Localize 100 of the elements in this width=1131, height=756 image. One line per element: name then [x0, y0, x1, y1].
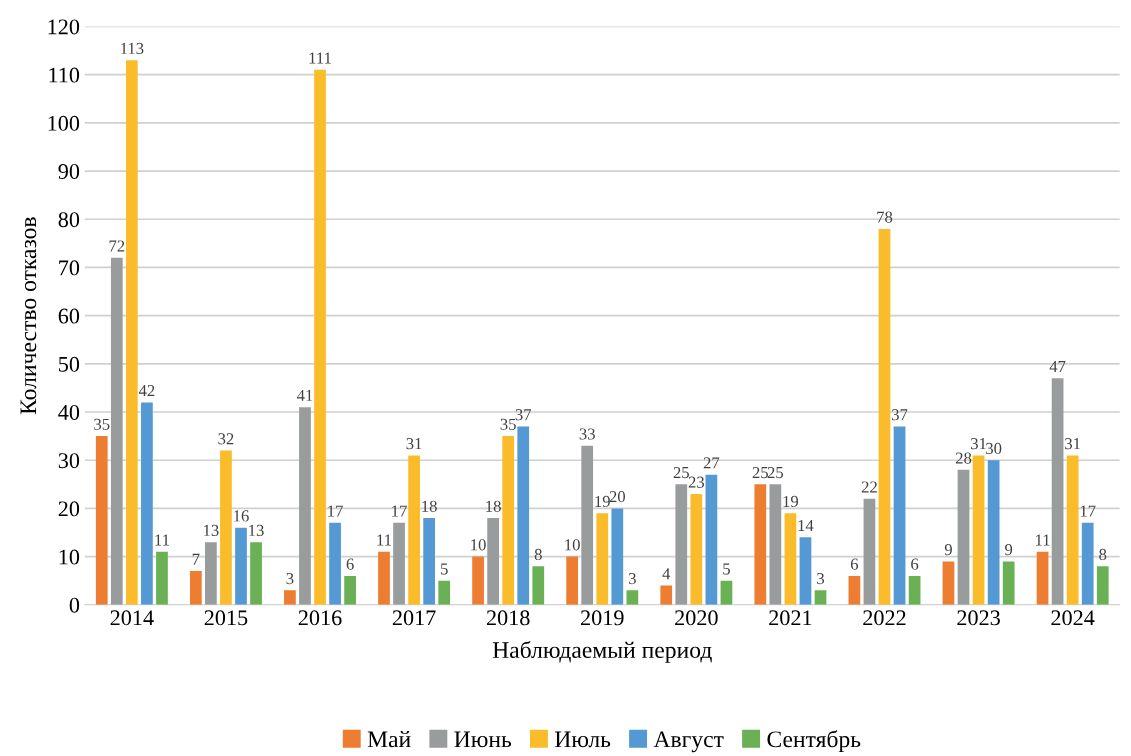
bar	[125, 60, 138, 605]
data-label: 35	[500, 418, 516, 430]
data-label: 14	[798, 520, 814, 531]
bar	[754, 484, 767, 605]
bar	[942, 561, 955, 605]
bar	[250, 542, 262, 605]
bar	[1066, 455, 1079, 605]
bar	[1081, 522, 1094, 605]
y-tick-label: 20	[58, 501, 80, 517]
data-label: 37	[515, 409, 532, 421]
bar	[517, 426, 530, 605]
data-label: 25	[673, 466, 689, 479]
bar	[690, 493, 703, 605]
y-tick-label: 110	[49, 67, 80, 83]
bar	[908, 575, 921, 605]
y-tick-label: 80	[58, 212, 80, 228]
bar	[438, 580, 451, 605]
data-label: 78	[877, 211, 893, 223]
data-label: 32	[218, 433, 234, 445]
x-tick-label: 2020	[675, 610, 718, 626]
y-tick-label: 60	[58, 308, 80, 324]
bar	[566, 556, 579, 605]
data-label: 25	[767, 466, 784, 479]
bar	[205, 542, 217, 605]
x-tick-label: 2019	[581, 610, 624, 626]
data-label: 13	[204, 524, 219, 536]
bar	[189, 571, 202, 605]
data-label: 25	[752, 466, 768, 479]
bar	[596, 513, 609, 605]
bar	[393, 522, 405, 605]
data-label: 20	[609, 491, 626, 503]
data-label: 8	[534, 548, 542, 561]
data-label: 10	[565, 539, 580, 551]
x-tick-label: 2023	[957, 610, 1000, 626]
bar	[675, 484, 688, 605]
data-label: 11	[155, 534, 169, 546]
y-axis-title: Количество отказов	[20, 217, 37, 415]
x-tick-label: 2021	[769, 610, 812, 626]
data-label: 6	[346, 558, 354, 570]
bar	[1096, 566, 1109, 605]
bar	[878, 228, 891, 605]
y-tick-label: 100	[48, 115, 80, 131]
bar	[987, 460, 1000, 605]
y-tick-label: 50	[59, 356, 80, 372]
data-label: 111	[309, 52, 331, 64]
bar	[848, 575, 861, 605]
data-label: 23	[688, 476, 705, 488]
data-label: 47	[1049, 360, 1066, 372]
data-label: 11	[377, 534, 392, 546]
legend-label: Июль	[554, 731, 611, 748]
data-label: 3	[286, 572, 294, 585]
legend-label: Сентябрь	[767, 730, 861, 753]
bar	[95, 436, 108, 605]
bar	[626, 590, 639, 605]
bar	[472, 556, 484, 605]
data-label: 31	[406, 438, 422, 450]
data-label: 37	[892, 409, 908, 421]
y-tick-label: 10	[59, 549, 80, 565]
legend-label: Май	[367, 730, 411, 748]
bar	[502, 436, 515, 605]
data-label: 3	[628, 572, 636, 585]
bar	[863, 498, 876, 605]
x-tick-label: 2016	[298, 610, 342, 626]
y-tick-label: 30	[58, 453, 80, 469]
bar	[344, 575, 356, 605]
bar	[611, 508, 624, 605]
bar	[957, 469, 970, 605]
bar	[581, 445, 594, 605]
data-label: 18	[422, 500, 437, 512]
data-label: 35	[94, 418, 110, 430]
data-label: 8	[1099, 548, 1107, 561]
bar	[972, 455, 985, 605]
data-label: 113	[121, 42, 144, 55]
x-tick-label: 2015	[204, 610, 248, 626]
bar	[408, 455, 420, 605]
bar	[235, 527, 247, 605]
data-label: 11	[1035, 534, 1050, 546]
y-tick-label: 120	[48, 19, 80, 35]
bar	[110, 257, 123, 605]
data-label: 31	[1065, 438, 1080, 450]
bar	[141, 402, 153, 605]
bar	[423, 518, 436, 605]
bar	[705, 474, 718, 605]
x-tick-label: 2017	[392, 610, 436, 626]
bar	[893, 426, 906, 605]
bar	[799, 537, 812, 605]
bar	[1036, 551, 1049, 605]
data-label: 27	[703, 457, 720, 469]
legend-label: Август	[653, 731, 724, 753]
bar	[378, 551, 390, 605]
data-label: 33	[579, 428, 595, 440]
x-tick-label: 2022	[863, 610, 906, 626]
data-label: 31	[971, 438, 986, 450]
data-label: 30	[986, 442, 1002, 455]
x-axis-title: Наблюдаемый период	[492, 640, 712, 663]
bar	[284, 590, 296, 605]
data-label: 13	[249, 524, 264, 536]
bar	[314, 69, 326, 605]
data-label: 5	[441, 563, 448, 575]
data-label: 7	[192, 553, 200, 565]
